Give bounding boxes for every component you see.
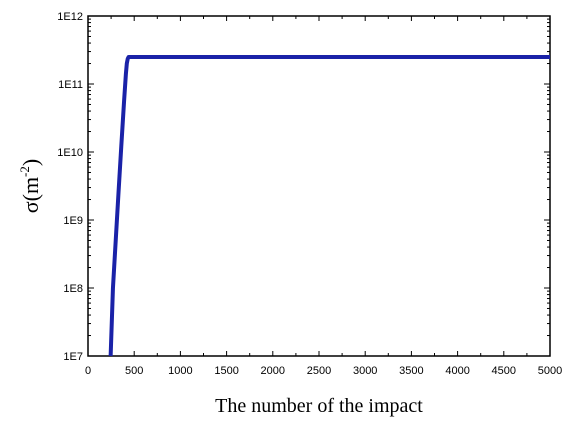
y-tick-label: 1E7 [63, 351, 83, 363]
x-tick-label: 3500 [399, 365, 423, 377]
x-ticks: 0 500 1000 1500 2000 2500 3000 3500 4000 4500 5000 [85, 16, 562, 377]
x-tick-label: 1500 [214, 365, 238, 377]
y-axis-title-base: σ(m [18, 177, 43, 213]
x-tick-label: 2000 [261, 365, 285, 377]
y-axis-title-close: ) [18, 159, 43, 166]
x-tick-label: 500 [125, 365, 143, 377]
x-tick-label: 4500 [492, 365, 516, 377]
series-line [108, 54, 550, 357]
plot-frame [87, 15, 551, 357]
x-tick-label: 4000 [445, 365, 469, 377]
y-ticks: 1E7 1E8 1E9 1E10 1E11 1E12 [57, 11, 550, 363]
series-layer [108, 54, 550, 357]
x-tick-label: 0 [85, 365, 91, 377]
y-tick-label: 1E9 [63, 215, 83, 227]
y-axis-title-sup: -2 [17, 166, 32, 177]
y-axis-title: σ(m-2) [17, 159, 43, 213]
y-tick-label: 1E8 [63, 283, 83, 295]
x-tick-label: 2500 [307, 365, 331, 377]
x-tick-label: 1000 [168, 365, 192, 377]
x-tick-label: 5000 [538, 365, 562, 377]
x-axis-title: The number of the impact [215, 395, 423, 417]
y-tick-label: 1E10 [57, 147, 83, 159]
y-tick-label: 1E11 [58, 79, 83, 91]
y-tick-label: 1E12 [57, 11, 83, 23]
x-tick-label: 3000 [353, 365, 377, 377]
